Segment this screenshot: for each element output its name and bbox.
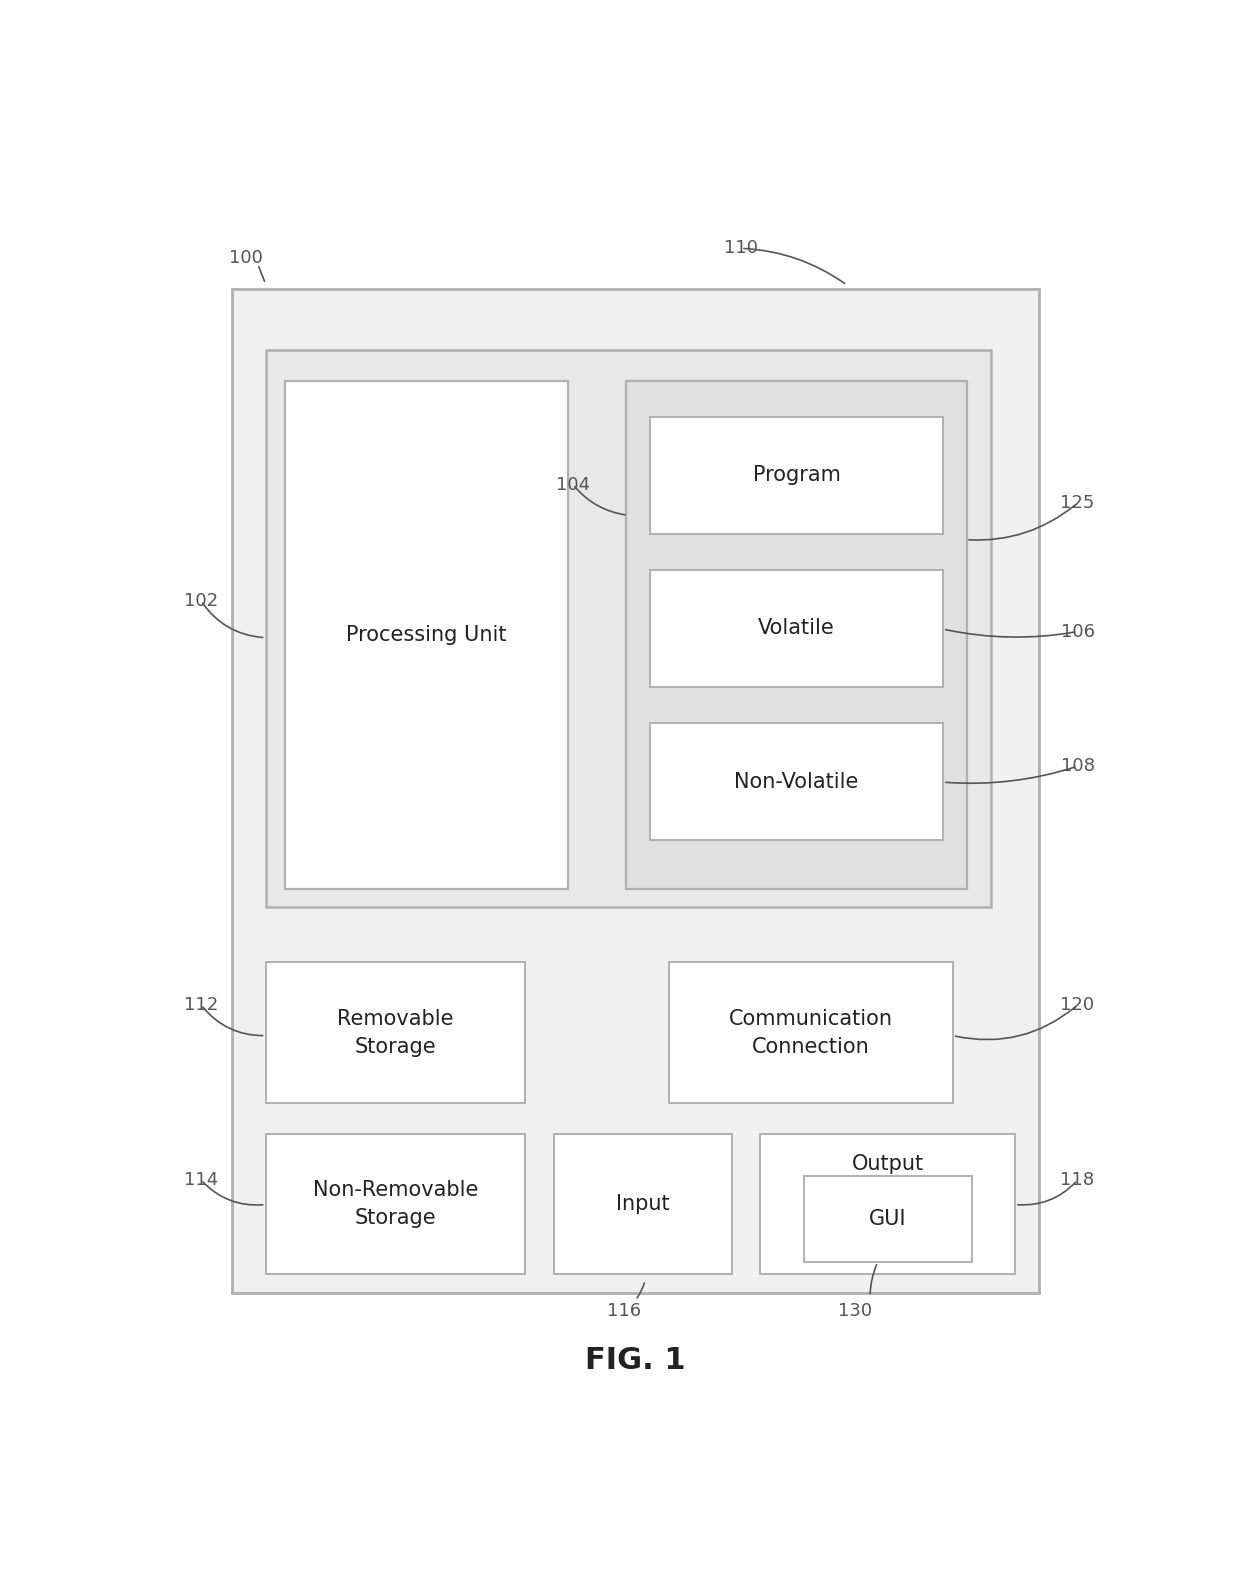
Bar [554,1134,732,1274]
Bar [265,962,525,1103]
Bar [804,1177,972,1262]
Text: Non-Volatile: Non-Volatile [734,771,858,792]
Text: Processing Unit: Processing Unit [346,625,507,644]
Text: Non-Removable
Storage: Non-Removable Storage [312,1180,477,1227]
Bar [650,571,942,687]
Bar [265,1134,525,1274]
Text: 102: 102 [184,591,218,611]
Text: 120: 120 [1060,995,1095,1014]
Text: Communication
Connection: Communication Connection [729,1008,893,1056]
Text: Output: Output [852,1154,924,1175]
Text: 125: 125 [1060,494,1095,512]
Text: 110: 110 [724,240,758,258]
Text: 118: 118 [1060,1170,1095,1189]
Bar [650,417,942,534]
Text: Program: Program [753,466,841,485]
Text: 130: 130 [837,1302,872,1320]
Text: 116: 116 [606,1302,641,1320]
Text: FIG. 1: FIG. 1 [585,1345,686,1374]
Bar [285,380,568,889]
Bar [670,962,952,1103]
Text: 108: 108 [1060,757,1095,776]
Text: 104: 104 [556,475,590,493]
Text: 112: 112 [184,995,218,1014]
Text: GUI: GUI [869,1210,906,1229]
Text: Removable
Storage: Removable Storage [337,1008,454,1056]
Bar [650,723,942,840]
Text: 106: 106 [1060,623,1095,641]
Text: 114: 114 [184,1170,218,1189]
Text: 100: 100 [229,250,263,267]
Bar [760,1134,1016,1274]
Bar [265,350,991,906]
Text: Volatile: Volatile [758,619,835,639]
Bar [232,289,1039,1293]
Bar [626,380,967,889]
Text: Input: Input [616,1194,670,1213]
